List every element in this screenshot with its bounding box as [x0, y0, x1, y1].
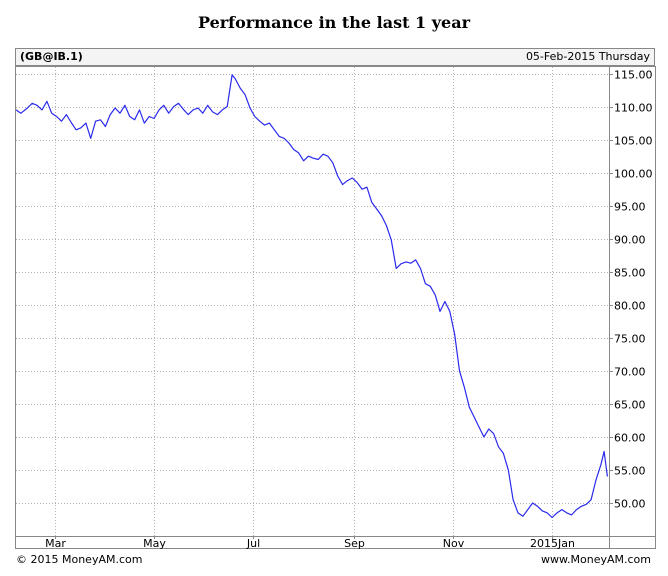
x-tick-label: Mar — [45, 537, 66, 550]
y-tick-label: 70.00 — [614, 366, 646, 379]
grid — [16, 67, 609, 536]
chart-header-bar: (GB@IB.1) 05-Feb-2015 Thursday — [15, 48, 655, 66]
y-tick-label: 90.00 — [614, 234, 646, 247]
chart-title: Performance in the last 1 year — [197, 13, 471, 32]
symbol-label: (GB@IB.1) — [20, 50, 83, 63]
series-group — [15, 74, 608, 519]
y-tick-label: 60.00 — [614, 432, 646, 445]
y-tick-label: 85.00 — [614, 267, 646, 280]
x-tick-label: Jul — [246, 537, 260, 550]
site-link[interactable]: www.MoneyAM.com — [541, 553, 651, 566]
x-tick-label: Nov — [443, 537, 465, 550]
x-tick-label: Sep — [344, 537, 365, 550]
y-tick-label: 65.00 — [614, 399, 646, 412]
ticks: 50.00 55.00 60.00 65.00 70.00 75.00 80.00 85.00… — [45, 69, 652, 551]
date-label: 05-Feb-2015 Thursday — [525, 50, 650, 63]
y-tick-label: 50.00 — [614, 498, 646, 511]
x-axis-frame — [15, 536, 656, 549]
y-tick-label: 95.00 — [614, 201, 646, 214]
y-tick-label: 110.00 — [614, 102, 653, 115]
plot-frame — [15, 66, 610, 537]
x-tick-label: May — [143, 537, 166, 550]
y-tick-label: 75.00 — [614, 333, 646, 346]
y-tick-label: 105.00 — [614, 135, 653, 148]
y-tick-label: 100.00 — [614, 168, 653, 181]
y-tick-label: 80.00 — [614, 300, 646, 313]
price-series-line — [15, 74, 608, 519]
copyright-text: © 2015 MoneyAM.com — [16, 553, 143, 566]
y-tick-label: 115.00 — [614, 69, 653, 82]
x-tick-label: 2015Jan — [530, 537, 575, 550]
y-tick-label: 55.00 — [614, 465, 646, 478]
